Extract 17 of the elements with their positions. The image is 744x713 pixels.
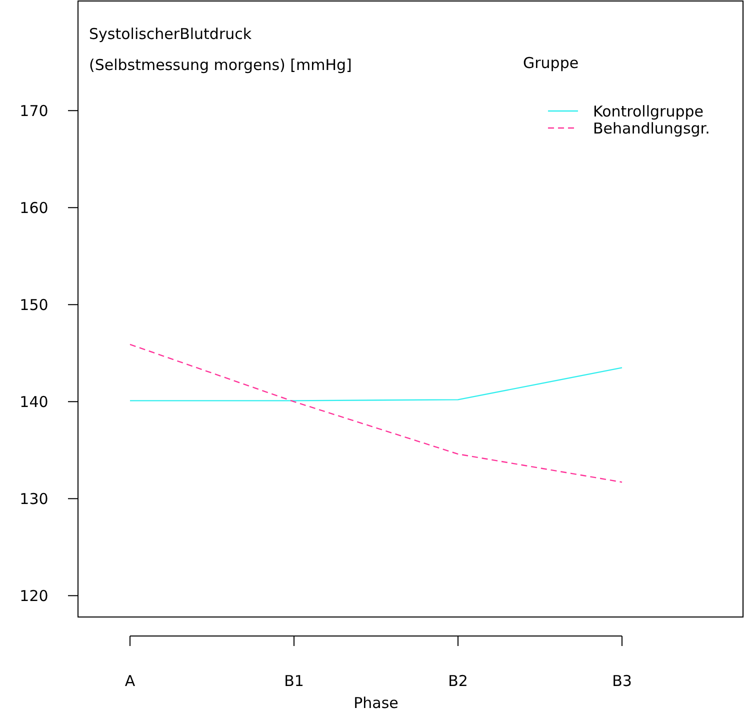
- x-tick-label: A: [124, 672, 136, 690]
- y-tick-label: 150: [20, 296, 48, 314]
- x-axis-title: Phase: [354, 694, 398, 712]
- y-tick-label: 120: [20, 586, 48, 605]
- text: (Selbstmessung morgens) [mmHg]: [89, 56, 352, 74]
- text: SystolischerBlutdruck: [89, 25, 252, 43]
- y-tick-label: 170: [20, 102, 48, 120]
- y-tick-label: 140: [20, 392, 48, 411]
- line-series: [129, 344, 623, 483]
- legend-label: Kontrollgruppe: [593, 102, 704, 120]
- x-tick-label: B2: [448, 672, 468, 690]
- x-tick-label: B3: [612, 672, 632, 690]
- legend-title: Gruppe: [523, 54, 579, 72]
- legend-label: Behandlungsgr.: [593, 119, 710, 138]
- y-tick-label: 130: [20, 490, 48, 508]
- x-tick-label: B1: [284, 672, 304, 690]
- y-tick-label: 160: [20, 198, 48, 217]
